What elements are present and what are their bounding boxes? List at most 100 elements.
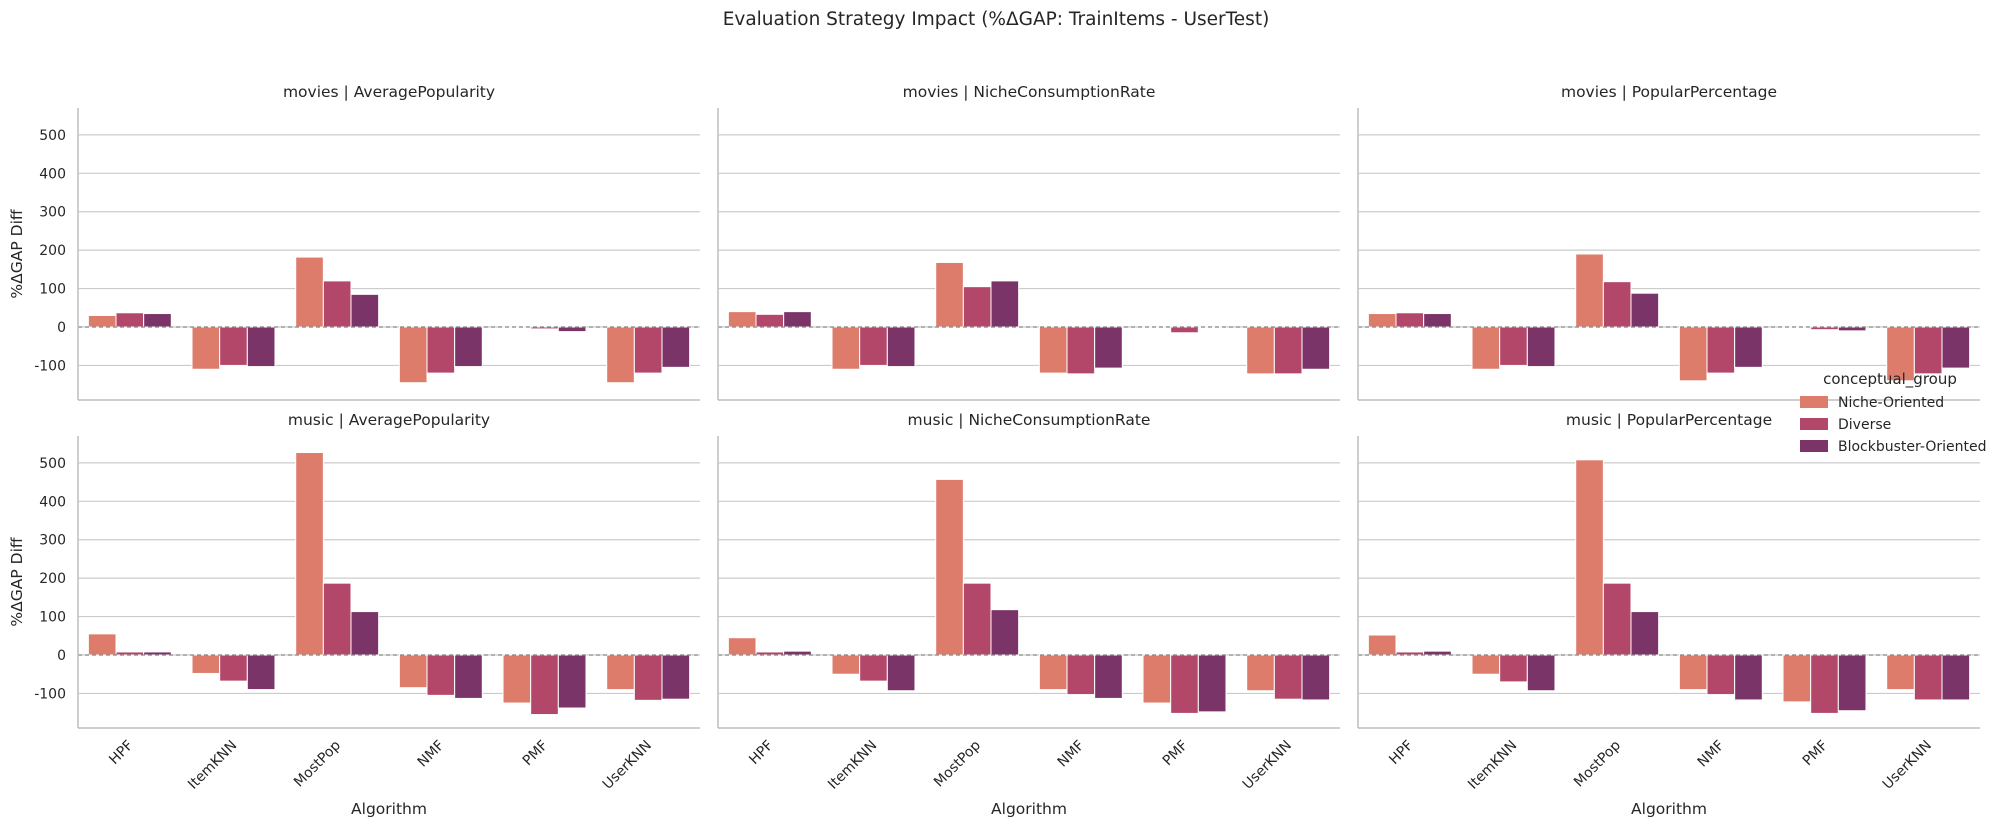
- bar-movies-averagepopularity-userknn-2: [662, 327, 690, 367]
- bar-movies-popularpercentage-itemknn-2: [1527, 327, 1555, 367]
- bar-music-nicheconsumptionrate-pmf-2: [1198, 655, 1226, 712]
- bar-music-averagepopularity-hpf-0: [88, 634, 116, 655]
- legend-entry-1: Diverse: [1838, 417, 1891, 433]
- bar-music-averagepopularity-pmf-0: [503, 655, 531, 703]
- bar-movies-nicheconsumptionrate-itemknn-1: [860, 327, 888, 365]
- bar-movies-averagepopularity-pmf-2: [558, 327, 586, 332]
- x-tick-label-pmf: PMF: [1160, 738, 1192, 770]
- bar-music-nicheconsumptionrate-nmf-0: [1039, 655, 1067, 690]
- x-axis-label: Algorithm: [991, 800, 1067, 818]
- bar-music-popularpercentage-pmf-2: [1838, 655, 1866, 711]
- bar-movies-popularpercentage-hpf-2: [1424, 314, 1452, 327]
- bar-music-averagepopularity-mostpop-1: [323, 583, 351, 655]
- legend-entry-0: Niche-Oriented: [1838, 395, 1944, 411]
- bar-movies-popularpercentage-hpf-0: [1368, 314, 1396, 327]
- panel-title-movies-popularpercentage: movies | PopularPercentage: [1561, 83, 1777, 101]
- bar-music-popularpercentage-pmf-0: [1783, 655, 1811, 702]
- x-tick-label-mostpop: MostPop: [931, 737, 984, 790]
- bar-movies-nicheconsumptionrate-mostpop-0: [936, 262, 964, 327]
- bar-music-nicheconsumptionrate-itemknn-1: [860, 655, 888, 681]
- x-tick-label-userknn: UserKNN: [1240, 738, 1295, 793]
- bar-movies-averagepopularity-itemknn-1: [220, 327, 248, 365]
- bar-movies-nicheconsumptionrate-hpf-1: [756, 314, 784, 327]
- bar-music-averagepopularity-pmf-2: [558, 655, 586, 708]
- panel-title-music-popularpercentage: music | PopularPercentage: [1566, 411, 1772, 429]
- bar-movies-averagepopularity-hpf-2: [144, 314, 172, 327]
- bar-movies-nicheconsumptionrate-hpf-0: [728, 312, 756, 327]
- x-tick-label-hpf: HPF: [106, 738, 136, 768]
- bar-music-nicheconsumptionrate-nmf-2: [1095, 655, 1123, 698]
- bar-movies-nicheconsumptionrate-nmf-0: [1039, 327, 1067, 373]
- y-tick-label: 200: [39, 571, 66, 587]
- bar-music-nicheconsumptionrate-pmf-1: [1171, 655, 1199, 713]
- y-tick-label: 400: [39, 166, 66, 182]
- bar-movies-averagepopularity-userknn-1: [634, 327, 662, 373]
- bar-music-popularpercentage-nmf-0: [1679, 655, 1707, 690]
- legend-swatch-2: [1800, 440, 1828, 452]
- x-tick-label-itemknn: ItemKNN: [1465, 738, 1520, 793]
- legend-swatch-1: [1800, 418, 1828, 430]
- bar-music-nicheconsumptionrate-nmf-1: [1067, 655, 1095, 695]
- legend-entry-2: Blockbuster-Oriented: [1838, 439, 1986, 455]
- y-tick-label: 300: [39, 205, 66, 221]
- x-tick-label-nmf: NMF: [1695, 738, 1728, 771]
- y-tick-label: 400: [39, 494, 66, 510]
- y-tick-label: -100: [34, 686, 66, 702]
- x-tick-label-pmf: PMF: [1800, 738, 1832, 770]
- y-axis-label: %ΔGAP Diff: [8, 209, 26, 298]
- bar-movies-nicheconsumptionrate-mostpop-1: [963, 287, 991, 327]
- figure-title: Evaluation Strategy Impact (%ΔGAP: Train…: [723, 9, 1270, 30]
- bar-movies-averagepopularity-mostpop-1: [323, 281, 351, 327]
- bar-music-averagepopularity-nmf-1: [427, 655, 455, 695]
- bar-music-popularpercentage-itemknn-2: [1527, 655, 1555, 691]
- bar-movies-popularpercentage-nmf-2: [1735, 327, 1763, 367]
- x-tick-label-hpf: HPF: [1386, 738, 1416, 768]
- bar-music-popularpercentage-mostpop-2: [1631, 612, 1659, 655]
- bar-music-popularpercentage-mostpop-1: [1603, 583, 1631, 655]
- bar-music-averagepopularity-nmf-0: [399, 655, 427, 688]
- x-tick-label-nmf: NMF: [1055, 738, 1088, 771]
- bar-music-popularpercentage-userknn-1: [1914, 655, 1942, 700]
- bar-movies-averagepopularity-nmf-2: [455, 327, 483, 367]
- bar-music-averagepopularity-userknn-1: [634, 655, 662, 700]
- bar-movies-popularpercentage-mostpop-1: [1603, 282, 1631, 327]
- bar-music-averagepopularity-itemknn-0: [192, 655, 220, 673]
- y-tick-label: 0: [57, 648, 66, 664]
- bar-music-nicheconsumptionrate-mostpop-0: [936, 479, 964, 655]
- bar-movies-nicheconsumptionrate-nmf-1: [1067, 327, 1095, 374]
- bar-music-averagepopularity-mostpop-0: [296, 453, 324, 655]
- bar-music-nicheconsumptionrate-mostpop-2: [991, 610, 1019, 655]
- legend-swatch-0: [1800, 396, 1828, 408]
- x-tick-label-pmf: PMF: [520, 738, 552, 770]
- x-tick-label-itemknn: ItemKNN: [185, 738, 240, 793]
- x-tick-label-nmf: NMF: [415, 738, 448, 771]
- bar-music-averagepopularity-userknn-0: [607, 655, 635, 690]
- x-axis-label: Algorithm: [1631, 800, 1707, 818]
- bar-music-nicheconsumptionrate-userknn-0: [1247, 655, 1275, 691]
- bar-movies-averagepopularity-userknn-0: [607, 327, 635, 383]
- x-tick-label-hpf: HPF: [746, 738, 776, 768]
- bar-music-averagepopularity-nmf-2: [455, 655, 483, 698]
- bar-movies-averagepopularity-mostpop-2: [351, 294, 379, 327]
- panel-title-music-averagepopularity: music | AveragePopularity: [288, 411, 490, 429]
- y-tick-label: 300: [39, 533, 66, 549]
- bar-movies-averagepopularity-itemknn-0: [192, 327, 220, 369]
- y-tick-label: 500: [39, 456, 66, 472]
- bar-movies-nicheconsumptionrate-userknn-0: [1247, 327, 1275, 374]
- bar-music-popularpercentage-userknn-0: [1887, 655, 1915, 690]
- bar-movies-nicheconsumptionrate-nmf-2: [1095, 327, 1123, 368]
- bar-music-popularpercentage-mostpop-0: [1576, 460, 1604, 655]
- bar-movies-nicheconsumptionrate-userknn-1: [1274, 327, 1302, 374]
- bar-movies-popularpercentage-itemknn-0: [1472, 327, 1500, 369]
- bar-movies-popularpercentage-nmf-0: [1679, 327, 1707, 381]
- bar-movies-averagepopularity-hpf-1: [116, 313, 144, 327]
- bar-movies-nicheconsumptionrate-itemknn-2: [887, 327, 915, 367]
- y-tick-label: 500: [39, 128, 66, 144]
- bar-music-popularpercentage-hpf-0: [1368, 635, 1396, 655]
- y-tick-label: 100: [39, 282, 66, 298]
- bar-movies-nicheconsumptionrate-pmf-1: [1171, 327, 1199, 333]
- panel-title-movies-averagepopularity: movies | AveragePopularity: [283, 83, 495, 101]
- bar-music-nicheconsumptionrate-itemknn-2: [887, 655, 915, 691]
